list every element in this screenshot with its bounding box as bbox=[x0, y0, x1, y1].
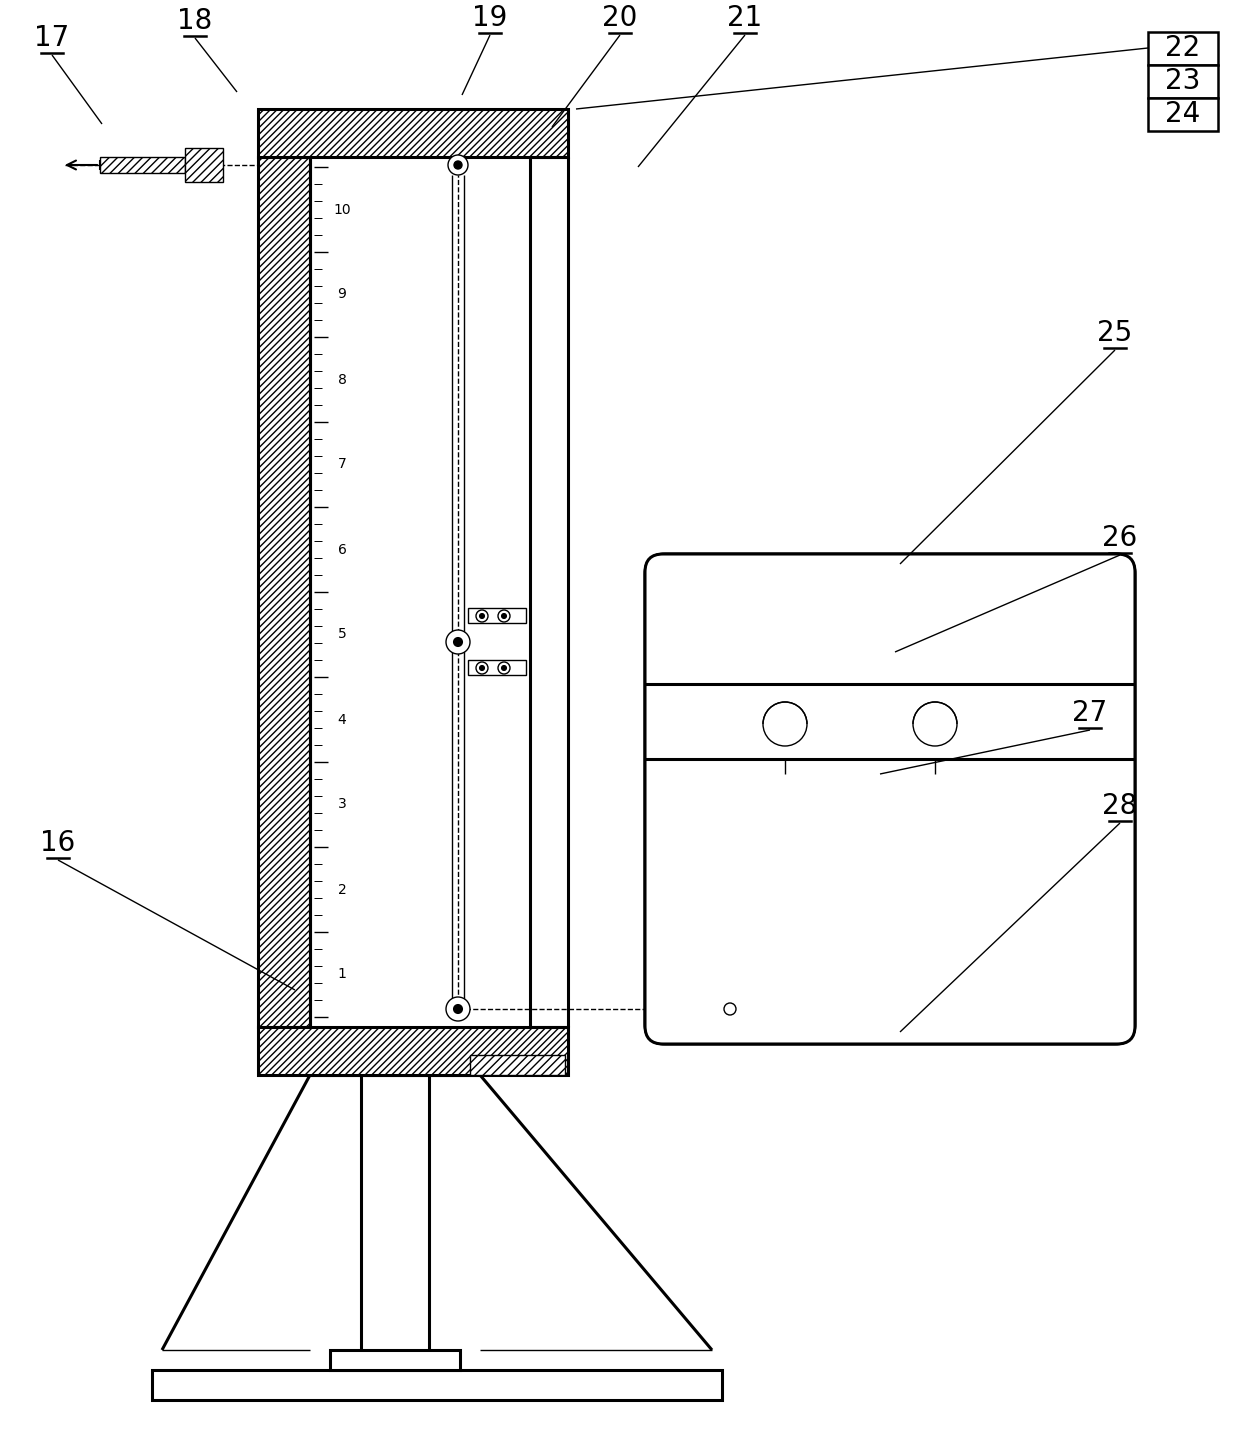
Bar bbox=[470, 1055, 565, 1075]
FancyBboxPatch shape bbox=[645, 554, 1135, 1044]
Bar bbox=[258, 109, 568, 158]
Text: 2: 2 bbox=[337, 882, 346, 896]
Circle shape bbox=[446, 630, 470, 654]
Text: 27: 27 bbox=[1073, 699, 1107, 727]
Bar bbox=[1148, 32, 1218, 64]
Circle shape bbox=[724, 1002, 737, 1015]
Bar bbox=[258, 158, 310, 1027]
Circle shape bbox=[502, 666, 506, 670]
Circle shape bbox=[446, 997, 470, 1021]
Bar bbox=[100, 158, 185, 173]
Circle shape bbox=[454, 160, 463, 169]
Text: 21: 21 bbox=[728, 4, 763, 32]
Text: 4: 4 bbox=[337, 713, 346, 726]
Bar bbox=[1148, 97, 1218, 130]
Text: 26: 26 bbox=[1102, 524, 1137, 551]
Bar bbox=[185, 147, 223, 182]
Text: 5: 5 bbox=[337, 627, 346, 642]
Circle shape bbox=[476, 662, 489, 674]
Text: 16: 16 bbox=[41, 829, 76, 856]
Bar bbox=[467, 609, 526, 623]
Circle shape bbox=[476, 610, 489, 621]
Circle shape bbox=[498, 662, 510, 674]
Bar bbox=[310, 1057, 480, 1075]
Text: 28: 28 bbox=[1102, 792, 1137, 821]
Circle shape bbox=[480, 666, 484, 670]
Text: 23: 23 bbox=[1166, 67, 1200, 95]
Bar bbox=[467, 660, 526, 674]
Text: 9: 9 bbox=[337, 288, 346, 302]
Circle shape bbox=[498, 610, 510, 621]
Text: 1: 1 bbox=[337, 968, 346, 981]
Text: 10: 10 bbox=[334, 202, 351, 216]
Bar bbox=[1148, 64, 1218, 97]
Text: 22: 22 bbox=[1166, 34, 1200, 62]
Circle shape bbox=[763, 702, 807, 746]
Circle shape bbox=[454, 639, 463, 646]
Text: 3: 3 bbox=[337, 798, 346, 812]
FancyBboxPatch shape bbox=[645, 554, 1135, 1044]
Text: 17: 17 bbox=[35, 24, 69, 52]
Circle shape bbox=[448, 155, 467, 175]
Circle shape bbox=[480, 614, 484, 619]
Circle shape bbox=[502, 614, 506, 619]
Circle shape bbox=[454, 160, 463, 169]
Bar bbox=[330, 1350, 460, 1370]
Text: 8: 8 bbox=[337, 372, 346, 387]
Text: 24: 24 bbox=[1166, 100, 1200, 127]
Text: 7: 7 bbox=[337, 457, 346, 471]
Bar bbox=[258, 1027, 568, 1075]
Text: 18: 18 bbox=[177, 7, 212, 34]
Polygon shape bbox=[162, 1075, 310, 1350]
Text: 20: 20 bbox=[603, 4, 637, 32]
Text: 25: 25 bbox=[1097, 319, 1132, 347]
Circle shape bbox=[913, 702, 957, 746]
Polygon shape bbox=[480, 1075, 712, 1350]
Circle shape bbox=[454, 1005, 463, 1012]
Text: 19: 19 bbox=[472, 4, 507, 32]
Bar bbox=[153, 1370, 722, 1400]
Text: 6: 6 bbox=[337, 543, 346, 557]
